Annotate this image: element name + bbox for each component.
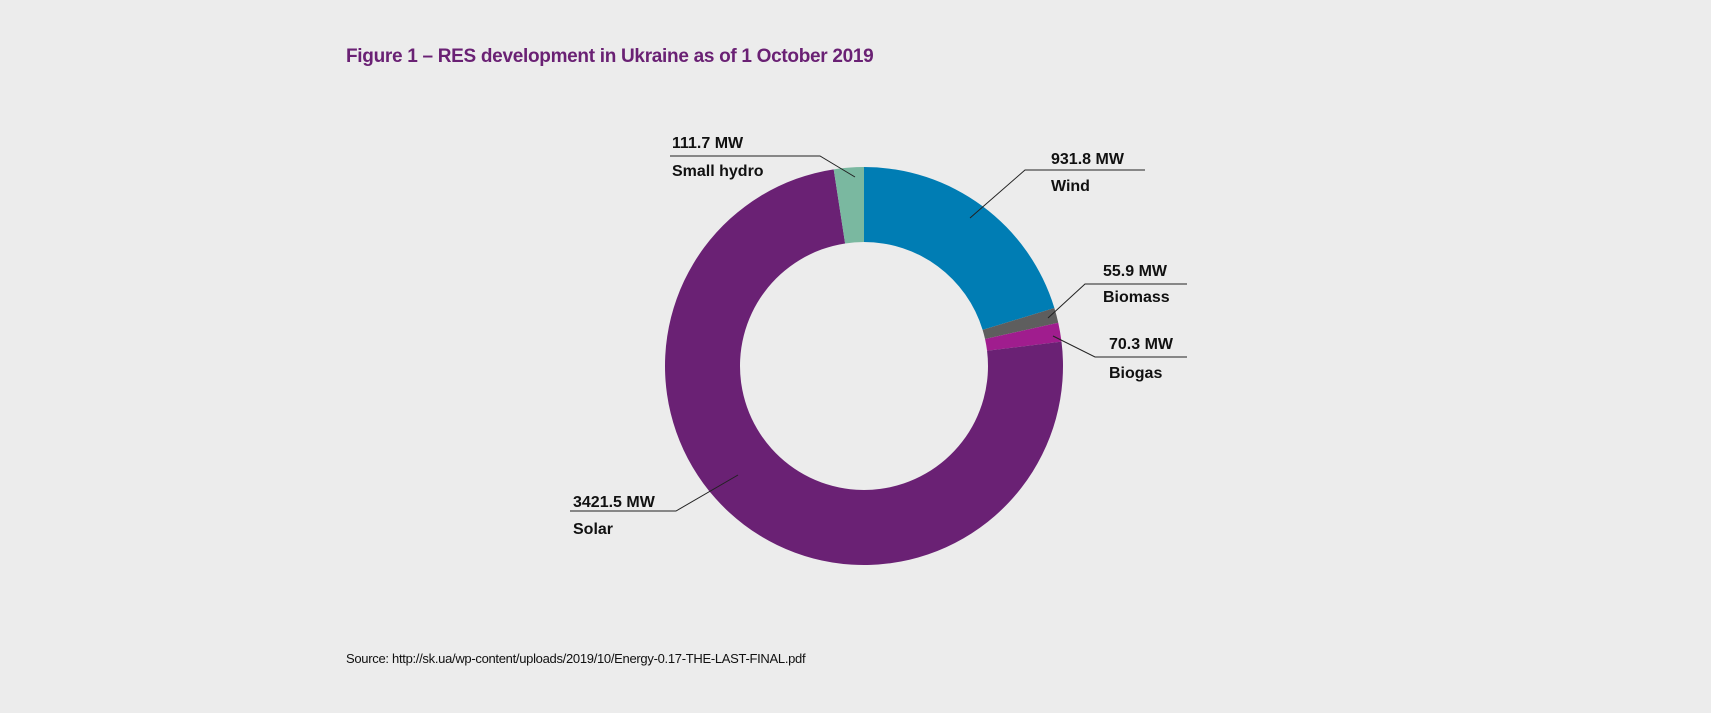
leader-line-biogas	[1052, 335, 1187, 358]
leader-line-small-hydro	[670, 155, 856, 178]
leader-line-biomass	[1047, 283, 1187, 319]
value-label-solar: 3421.5 MW	[573, 494, 656, 511]
slice-biogas	[985, 322, 1062, 351]
slice-small-hydro	[833, 167, 864, 244]
name-label-small-hydro: Small hydro	[672, 163, 764, 180]
value-label-wind: 931.8 MW	[1051, 151, 1125, 168]
value-label-small-hydro: 111.7 MW	[672, 135, 744, 152]
name-label-solar: Solar	[573, 521, 613, 538]
leader-line-wind	[969, 169, 1145, 219]
callout-biogas: 70.3 MW Biogas	[1052, 335, 1187, 382]
chart-title: Figure 1 – RES development in Ukraine as…	[346, 46, 874, 67]
slice-wind	[864, 167, 1055, 330]
source-note: Source: http://sk.ua/wp-content/uploads/…	[346, 651, 806, 666]
leader-line-solar	[570, 474, 739, 512]
slice-solar	[665, 169, 1063, 565]
value-label-biogas: 70.3 MW	[1109, 336, 1174, 353]
callout-small-hydro: 111.7 MW Small hydro	[670, 135, 856, 180]
value-label-biomass: 55.9 MW	[1103, 263, 1168, 280]
callout-biomass: 55.9 MW Biomass	[1047, 263, 1187, 319]
callout-solar: 3421.5 MW Solar	[570, 474, 739, 538]
name-label-biogas: Biogas	[1109, 365, 1162, 382]
slice-biomass	[982, 308, 1059, 340]
name-label-wind: Wind	[1051, 178, 1090, 195]
callouts: 931.8 MW Wind 55.9 MW Biomass 70.3 MW Biogas 3…	[570, 135, 1187, 538]
callout-wind: 931.8 MW Wind	[969, 151, 1145, 219]
name-label-biomass: Biomass	[1103, 289, 1170, 306]
donut-slices	[665, 167, 1063, 565]
